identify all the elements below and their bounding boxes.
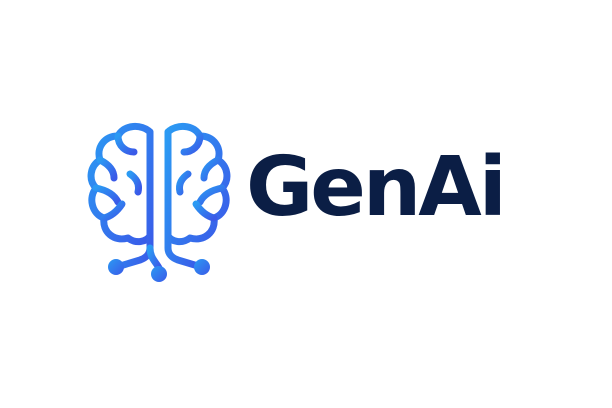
brand-name: GenAi [246, 140, 507, 235]
brain-circuit-icon [87, 123, 231, 282]
